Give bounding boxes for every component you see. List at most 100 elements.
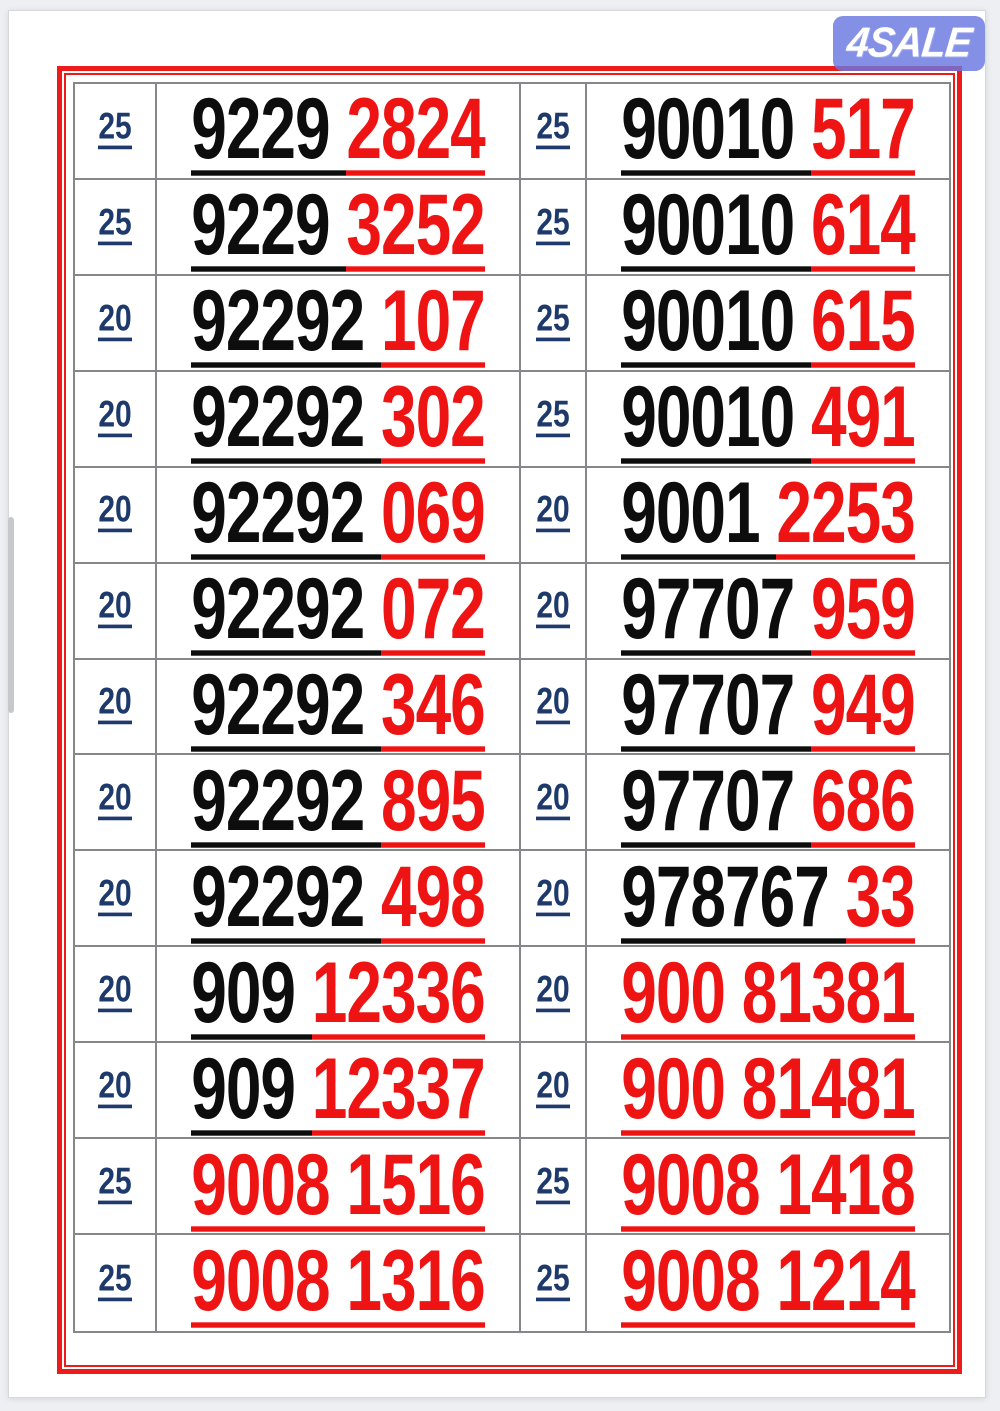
phone-black-segment: 92292 xyxy=(191,751,381,849)
phone-red-segment: 12336 xyxy=(311,943,486,1041)
phone-number-cell-right: 97707 959 xyxy=(587,564,949,660)
phone-number: 9008 1516 xyxy=(191,1141,486,1232)
price-cell-left: 25 xyxy=(75,1235,157,1331)
phone-number: 9229 2824 xyxy=(191,80,486,178)
price-value: 20 xyxy=(536,492,570,534)
price-cell-right: 25 xyxy=(521,84,587,180)
phone-number: 90010 614 xyxy=(621,176,916,274)
phone-black-segment: 90010 xyxy=(621,368,811,466)
scrollbar-thumb[interactable] xyxy=(8,517,14,713)
price-value: 25 xyxy=(536,1260,570,1302)
price-cell-left: 20 xyxy=(75,275,157,372)
phone-red-segment: 2824 xyxy=(346,80,486,178)
price-cell-left: 20 xyxy=(75,659,157,756)
phone-black-segment: 92292 xyxy=(191,655,381,754)
phone-red-segment: 517 xyxy=(810,80,916,178)
phone-number-cell-right: 900 81481 xyxy=(587,1043,949,1140)
price-value: 25 xyxy=(98,1163,132,1205)
price-value: 20 xyxy=(536,875,570,917)
phone-number: 9008 1316 xyxy=(191,1232,486,1330)
phone-number: 97707 686 xyxy=(621,751,916,849)
phone-red-segment: 491 xyxy=(810,368,916,466)
phone-number: 97707 949 xyxy=(621,655,916,754)
price-cell-left: 20 xyxy=(75,1043,157,1140)
price-cell-right: 20 xyxy=(521,947,587,1044)
price-value: 25 xyxy=(536,1163,570,1205)
price-value: 25 xyxy=(98,204,132,246)
price-cell-right: 20 xyxy=(521,563,587,660)
phone-number-cell-right: 900 81381 xyxy=(587,943,949,1044)
phone-number-cell-right: 978767 33 xyxy=(587,851,949,948)
phone-black-segment: 92292 xyxy=(191,463,381,562)
price-cell-left: 20 xyxy=(75,563,157,660)
phone-red-segment: 3252 xyxy=(346,176,486,274)
phone-number: 92292 072 xyxy=(191,559,486,658)
price-cell-right: 25 xyxy=(521,275,587,372)
decorative-red-frame-inner xyxy=(64,73,955,1367)
price-value: 25 xyxy=(98,1260,132,1302)
phone-number: 90010 615 xyxy=(621,272,916,370)
phone-number-cell-left: 909 12336 xyxy=(157,943,521,1044)
phone-red-segment: 069 xyxy=(380,463,486,562)
phone-number: 92292 069 xyxy=(191,463,486,562)
phone-number-cell-left: 92292 895 xyxy=(157,751,521,852)
phone-black-segment: 92292 xyxy=(191,272,381,370)
phone-red-segment: 12337 xyxy=(311,1039,486,1137)
phone-number-cell-right: 90010 614 xyxy=(587,180,949,276)
price-value: 25 xyxy=(536,300,570,342)
phone-number: 92292 346 xyxy=(191,655,486,754)
phone-number: 92292 107 xyxy=(191,272,486,370)
phone-black-segment: 92292 xyxy=(191,559,381,658)
phone-black-segment: 97707 xyxy=(621,655,811,754)
phone-number-cell-right: 90010 517 xyxy=(587,84,949,180)
phone-red-segment: 107 xyxy=(380,272,486,370)
document-page: 25 9229 2824 25 90010 517 25 9229 3252 25 90010… xyxy=(8,10,986,1398)
price-cell-left: 20 xyxy=(75,851,157,948)
phone-red-segment: 9008 1316 xyxy=(191,1232,486,1330)
phone-red-segment: 686 xyxy=(810,751,916,849)
phone-number-cell-right: 9001 2253 xyxy=(587,468,949,564)
phone-black-segment: 90010 xyxy=(621,176,811,274)
phone-number-cell-right: 90010 615 xyxy=(587,276,949,372)
phone-red-segment: 900 81381 xyxy=(621,943,916,1041)
phone-red-segment: 949 xyxy=(810,655,916,754)
listing-grid: 25 9229 2824 25 90010 517 25 9229 3252 25 90010… xyxy=(73,82,951,1333)
phone-black-segment: 90010 xyxy=(621,80,811,178)
phone-red-segment: 346 xyxy=(380,655,486,754)
phone-number: 978767 33 xyxy=(621,853,916,944)
price-cell-left: 20 xyxy=(75,755,157,852)
price-cell-left: 20 xyxy=(75,371,157,468)
phone-number: 92292 302 xyxy=(191,373,486,465)
price-value: 20 xyxy=(98,683,132,726)
phone-black-segment: 9229 xyxy=(191,176,347,274)
phone-red-segment: 9008 1418 xyxy=(621,1135,916,1233)
phone-number: 97707 959 xyxy=(621,565,916,656)
price-value: 20 xyxy=(98,300,132,342)
price-cell-left: 20 xyxy=(75,947,157,1044)
price-value: 20 xyxy=(98,875,132,917)
phone-number-cell-right: 90010 491 xyxy=(587,372,949,468)
phone-red-segment: 895 xyxy=(380,751,486,849)
price-cell-left: 25 xyxy=(75,179,157,276)
price-value: 20 xyxy=(536,588,570,630)
phone-red-segment: 072 xyxy=(380,559,486,658)
phone-number-cell-left: 9229 2824 xyxy=(157,84,521,180)
phone-number-cell-right: 97707 686 xyxy=(587,751,949,852)
price-value: 20 xyxy=(536,779,570,821)
price-cell-right: 25 xyxy=(521,1139,587,1236)
phone-red-segment: 614 xyxy=(810,176,916,274)
price-value: 20 xyxy=(98,492,132,534)
phone-number-cell-left: 92292 346 xyxy=(157,655,521,756)
price-value: 20 xyxy=(536,971,570,1013)
phone-black-segment: 97707 xyxy=(621,751,811,849)
phone-number-cell-left: 909 12337 xyxy=(157,1039,521,1140)
phone-red-segment: 615 xyxy=(810,272,916,370)
phone-black-segment: 909 xyxy=(191,943,312,1041)
phone-black-segment: 909 xyxy=(191,1039,312,1137)
phone-number-cell-left: 92292 072 xyxy=(157,559,521,660)
price-value: 25 xyxy=(536,108,570,150)
4sale-watermark-badge: 4SALE xyxy=(833,16,985,71)
phone-number-cell-right: 9008 1418 xyxy=(587,1135,949,1236)
price-value: 20 xyxy=(98,779,132,821)
phone-number-cell-left: 9229 3252 xyxy=(157,176,521,276)
